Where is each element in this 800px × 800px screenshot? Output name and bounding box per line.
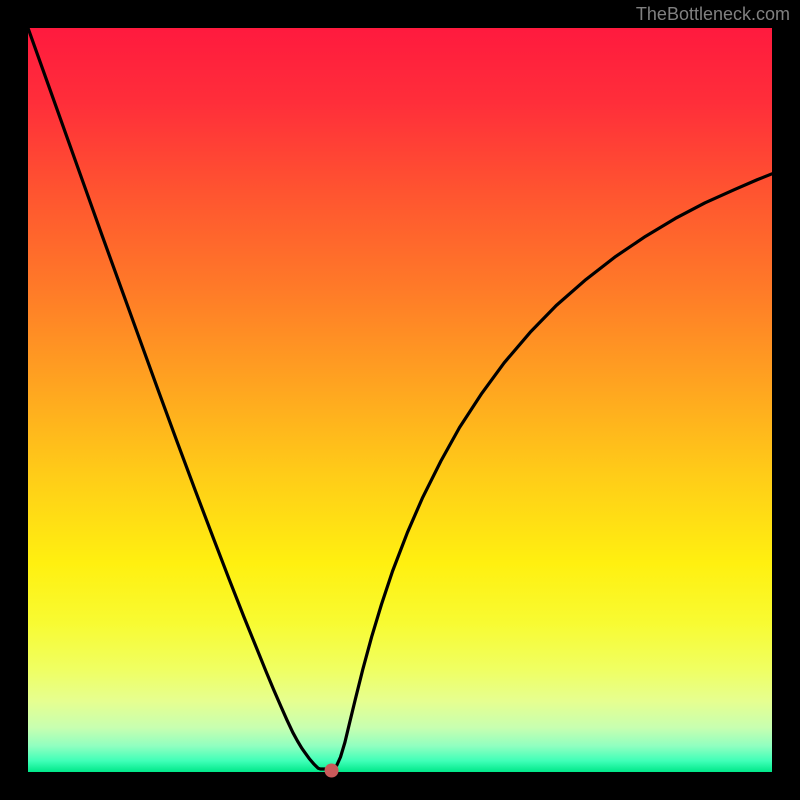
optimal-point-marker (325, 764, 339, 778)
chart-svg (0, 0, 800, 800)
chart-background (28, 28, 772, 772)
watermark-text: TheBottleneck.com (636, 4, 790, 25)
bottleneck-chart (0, 0, 800, 800)
